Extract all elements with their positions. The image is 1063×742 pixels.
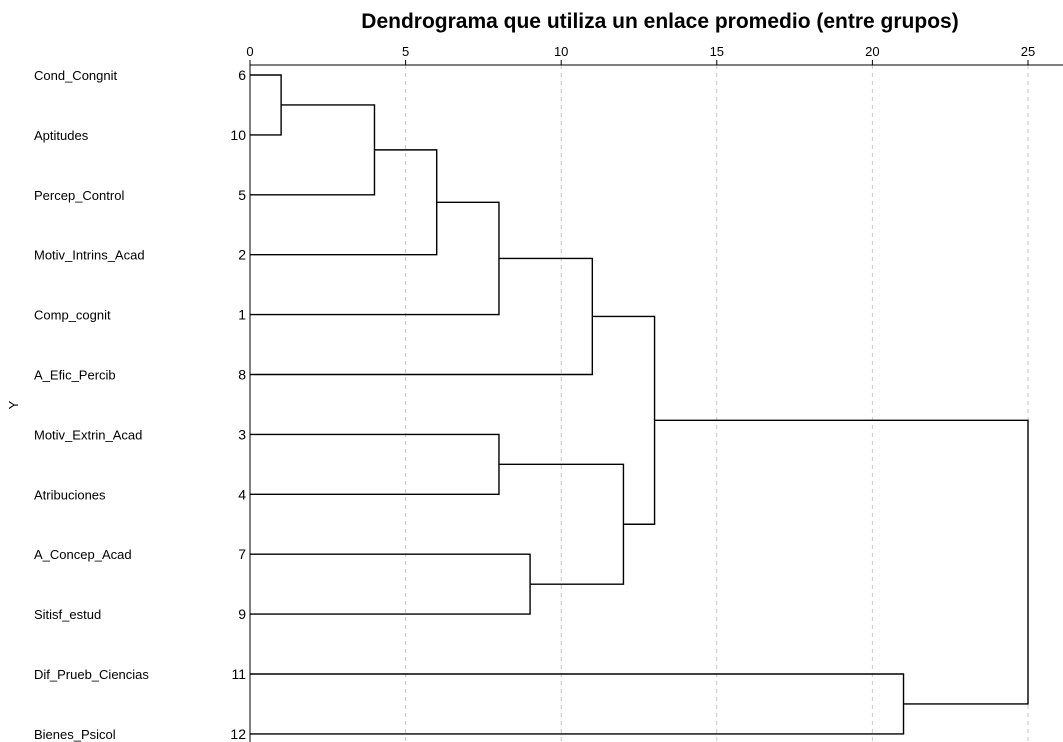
leaf-label: Cond_Congnit xyxy=(34,68,118,83)
x-tick-label: 10 xyxy=(554,44,568,59)
merge-link xyxy=(250,74,282,136)
chart-title: Dendrograma que utiliza un enlace promed… xyxy=(361,10,958,33)
leaf-label: Dif_Prueb_Ciencias xyxy=(34,667,149,682)
leaf-index: 8 xyxy=(238,367,246,383)
leaf-label: Motiv_Intrins_Acad xyxy=(34,248,145,263)
leaf-label: Motiv_Extrin_Acad xyxy=(34,427,142,442)
merge-link xyxy=(250,257,594,376)
leaf-index: 11 xyxy=(231,666,246,682)
y-axis-label: Y xyxy=(6,400,21,409)
leaf-index: 2 xyxy=(238,247,246,263)
leaf-label: Percep_Control xyxy=(34,188,124,203)
leaf-index: 5 xyxy=(238,187,246,203)
leaf-label: Bienes_Psicol xyxy=(34,727,116,742)
leaf-label: Aptitudes xyxy=(34,128,89,143)
leaf-label: Sitisf_estud xyxy=(34,607,101,622)
leaf-index: 1 xyxy=(238,307,246,323)
x-axis: 0 5 10 15 20 25 xyxy=(246,44,1063,742)
leaf-index: 7 xyxy=(238,546,246,562)
dendrogram-links xyxy=(250,74,1029,735)
leaf-index: 12 xyxy=(230,726,246,742)
leaf-index: 3 xyxy=(238,426,246,442)
leaf-label: A_Concep_Acad xyxy=(34,547,132,562)
leaf-index: 4 xyxy=(238,486,246,502)
merge-link xyxy=(250,201,500,316)
leaf-labels: Cond_Congnit 6 Aptitudes 10 Percep_Control 5 M… xyxy=(34,67,246,742)
merge-link xyxy=(654,419,1029,705)
x-tick-label: 25 xyxy=(1021,44,1035,59)
x-tick-label: 20 xyxy=(865,44,879,59)
leaf-label: Comp_cognit xyxy=(34,308,111,323)
leaf-label: A_Efic_Percib xyxy=(34,368,116,383)
grid-lines xyxy=(405,65,1029,742)
merge-link xyxy=(250,673,905,735)
leaf-index: 6 xyxy=(238,67,246,83)
x-tick-label: 5 xyxy=(402,44,409,59)
merge-link xyxy=(250,104,376,196)
merge-link xyxy=(250,433,500,495)
merge-link xyxy=(250,553,531,615)
leaf-index: 10 xyxy=(230,127,246,143)
leaf-label: Atribuciones xyxy=(34,487,106,502)
merge-link xyxy=(250,149,438,256)
leaf-index: 9 xyxy=(238,606,246,622)
x-tick-label: 0 xyxy=(246,44,253,59)
x-tick-label: 15 xyxy=(710,44,724,59)
